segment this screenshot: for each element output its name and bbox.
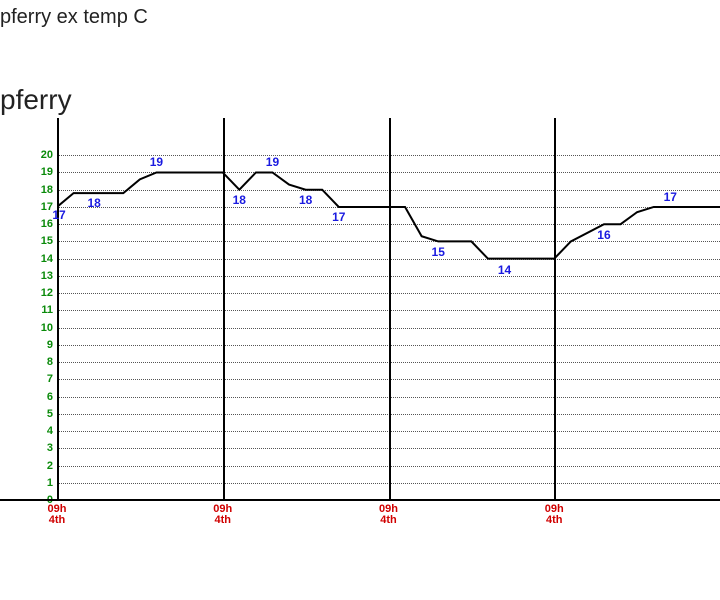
y-tick-label: 13 [35,271,53,281]
x-tick-label: 09h4th [534,504,574,526]
chart-title: pferry [0,84,72,116]
y-tick-label: 10 [35,323,53,333]
y-tick-label: 20 [35,150,53,160]
y-tick-label: 6 [35,392,53,402]
y-tick-label: 3 [35,443,53,453]
y-tick-label: 16 [35,219,53,229]
y-tick-label: 11 [35,305,53,315]
y-tick-label: 15 [35,236,53,246]
y-tick-label: 8 [35,357,53,367]
y-axis-label: ex temp [0,135,2,218]
y-tick-label: 19 [35,167,53,177]
x-axis-baseline-full [0,499,720,501]
page-title: pferry ex temp C [0,6,148,29]
y-tick-label: 2 [35,461,53,471]
y-tick-label: 12 [35,288,53,298]
y-tick-label: 4 [35,426,53,436]
chart-plot-area: 1718191819181715141617 [57,138,720,500]
y-tick-label: 14 [35,254,53,264]
x-tick-label: 09h4th [369,504,409,526]
y-tick-label: 5 [35,409,53,419]
y-tick-label: 17 [35,202,53,212]
x-tick-label: 09h4th [203,504,243,526]
y-tick-label: 1 [35,478,53,488]
y-tick-label: 9 [35,340,53,350]
temp-line [57,138,720,500]
x-tick-label: 09h4th [37,504,77,526]
y-tick-label: 7 [35,374,53,384]
y-tick-label: 18 [35,185,53,195]
